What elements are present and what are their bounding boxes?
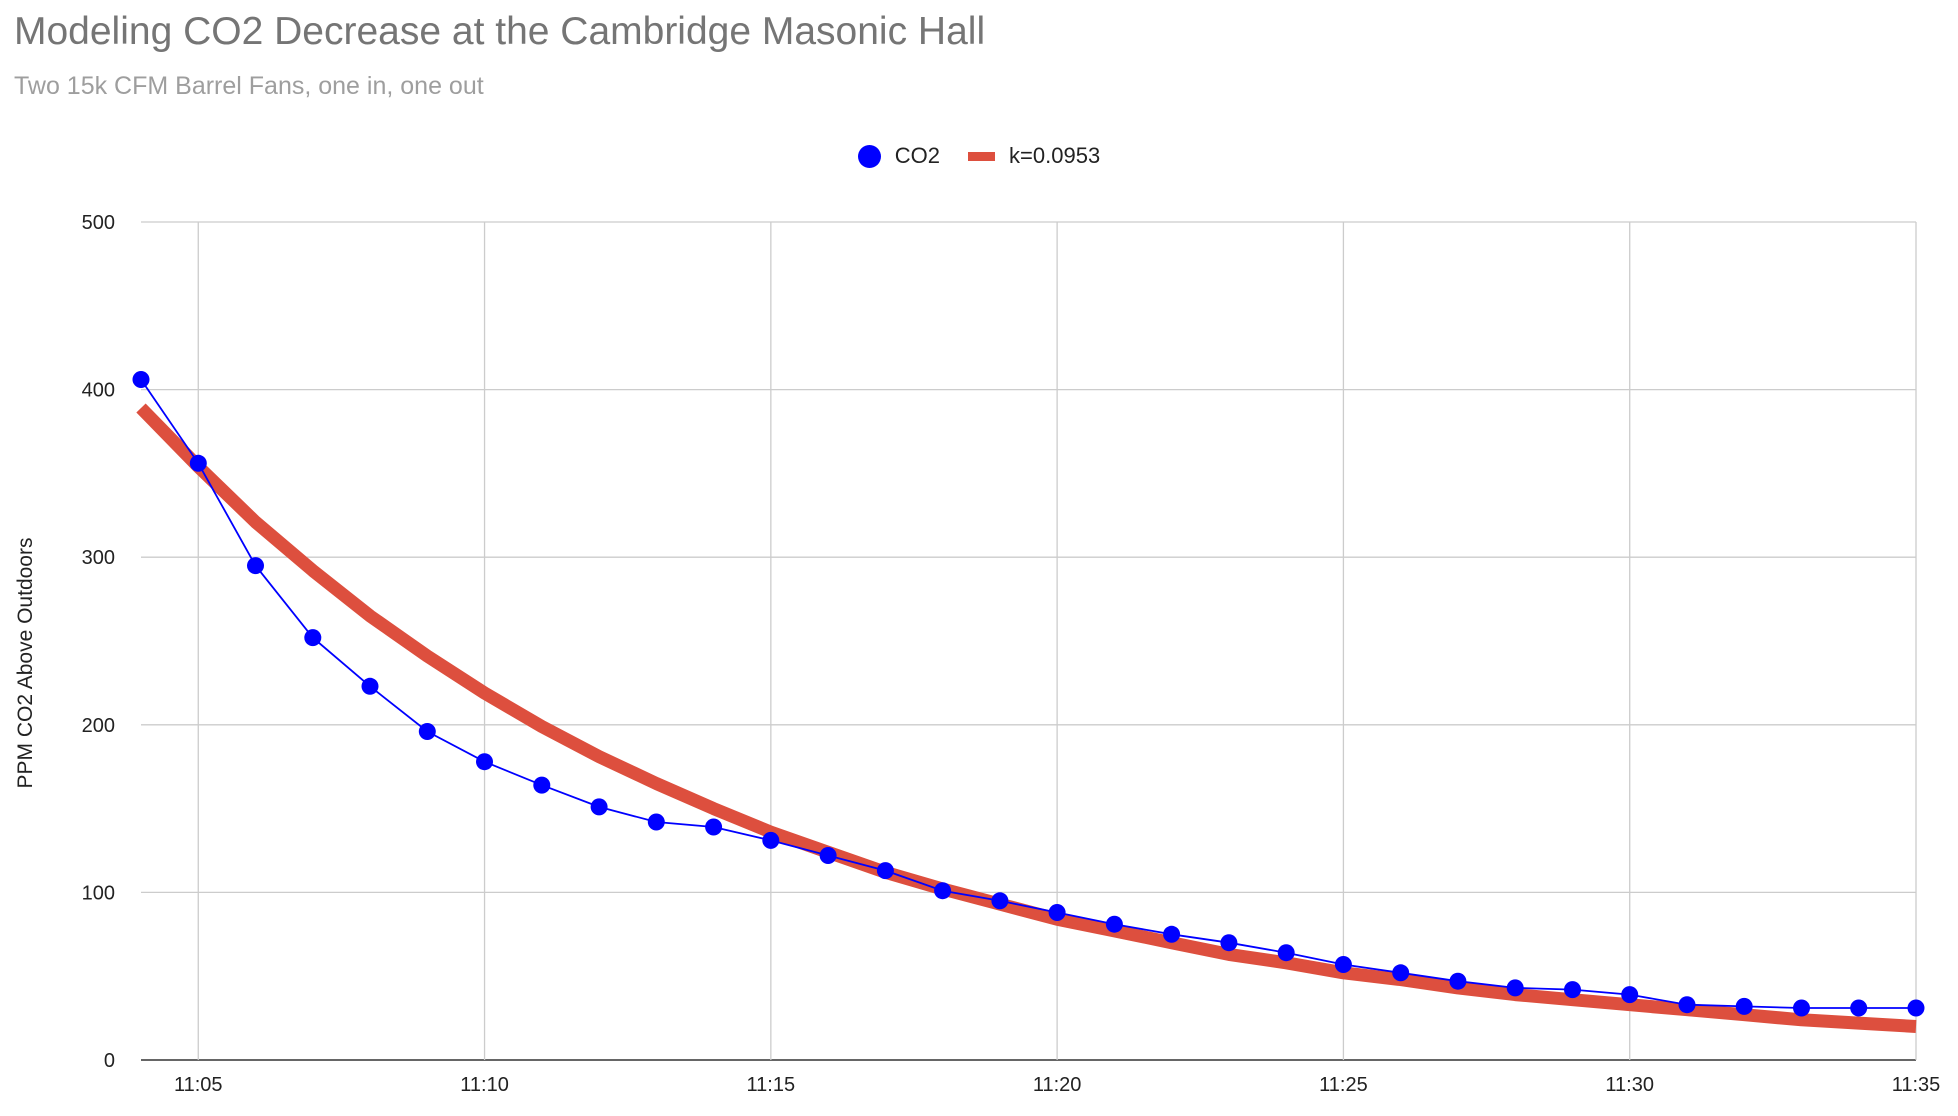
co2-data-point bbox=[533, 776, 551, 794]
co2-series-line bbox=[140, 378, 1916, 1009]
co2-data-point bbox=[476, 753, 493, 771]
legend-marker-fit bbox=[968, 151, 996, 161]
co2-data-point bbox=[304, 629, 322, 647]
co2-data-point bbox=[1793, 999, 1810, 1017]
y-axis-label: PPM CO2 Above Outdoors bbox=[14, 538, 37, 789]
co2-data-point bbox=[189, 454, 207, 472]
co2-data-point bbox=[1048, 904, 1066, 921]
co2-data-point bbox=[1105, 915, 1123, 933]
legend-item-fit: k=0.0953 bbox=[968, 143, 1100, 169]
co2-data-point bbox=[705, 818, 723, 836]
x-tick-label: 11:15 bbox=[747, 1074, 796, 1096]
co2-data-point bbox=[1449, 972, 1467, 990]
chart-legend: CO2 k=0.0953 bbox=[0, 141, 1958, 171]
co2-data-point bbox=[1621, 986, 1639, 1004]
co2-data-point bbox=[1220, 934, 1238, 952]
chart-grid bbox=[141, 221, 1917, 1061]
co2-data-point bbox=[1735, 997, 1753, 1015]
chart-subtitle: Two 15k CFM Barrel Fans, one in, one out bbox=[14, 72, 484, 100]
y-tick-label: 100 bbox=[82, 882, 115, 904]
fit-series bbox=[136, 403, 1917, 1033]
legend-marker-co2 bbox=[857, 144, 881, 168]
co2-data-point bbox=[819, 847, 837, 864]
co2-data-point bbox=[1678, 996, 1696, 1014]
x-tick-label: 11:25 bbox=[1319, 1074, 1368, 1096]
co2-data-point bbox=[1564, 981, 1581, 999]
co2-data-point bbox=[361, 677, 379, 695]
co2-data-point bbox=[418, 723, 436, 740]
co2-data-point bbox=[1163, 925, 1181, 943]
co2-data-point bbox=[762, 831, 780, 849]
legend-label-co2: CO2 bbox=[894, 143, 941, 168]
co2-data-point bbox=[1907, 999, 1925, 1017]
y-tick-label: 200 bbox=[82, 715, 115, 737]
co2-data-point bbox=[1392, 964, 1410, 982]
co2-data-point bbox=[1334, 956, 1352, 973]
y-tick-label: 0 bbox=[104, 1050, 115, 1072]
co2-data-point bbox=[590, 798, 608, 816]
co2-data-point bbox=[132, 371, 150, 388]
co2-data-point bbox=[991, 892, 1009, 910]
co2-data-point bbox=[876, 862, 894, 880]
x-tick-label: 11:05 bbox=[174, 1074, 223, 1096]
co2-data-point bbox=[934, 882, 952, 900]
x-tick-label: 11:30 bbox=[1605, 1074, 1654, 1096]
y-tick-label: 400 bbox=[82, 380, 115, 402]
co2-data-point bbox=[1277, 944, 1295, 962]
x-tick-labels: 11:05 11:10 11:15 11:20 11:25 11:30 11:35 bbox=[174, 1074, 1940, 1096]
co2-data-point bbox=[647, 813, 665, 831]
fit-series-line bbox=[136, 403, 1917, 1033]
x-tick-label: 11:10 bbox=[460, 1074, 509, 1096]
x-tick-label: 11:35 bbox=[1892, 1074, 1941, 1096]
y-tick-label: 300 bbox=[82, 547, 115, 569]
y-tick-label: 500 bbox=[82, 212, 115, 234]
co2-data-point bbox=[1506, 979, 1524, 997]
legend-item-co2: CO2 bbox=[857, 143, 941, 169]
co2-series bbox=[132, 371, 1925, 1017]
co2-data-point bbox=[247, 557, 264, 575]
co2-data-point bbox=[1850, 999, 1868, 1017]
chart-title: Modeling CO2 Decrease at the Cambridge M… bbox=[14, 10, 986, 53]
y-tick-labels: 0 100 200 300 400 500 bbox=[82, 212, 115, 1072]
x-tick-label: 11:20 bbox=[1033, 1074, 1082, 1096]
legend-label-fit: k=0.0953 bbox=[1009, 143, 1101, 168]
